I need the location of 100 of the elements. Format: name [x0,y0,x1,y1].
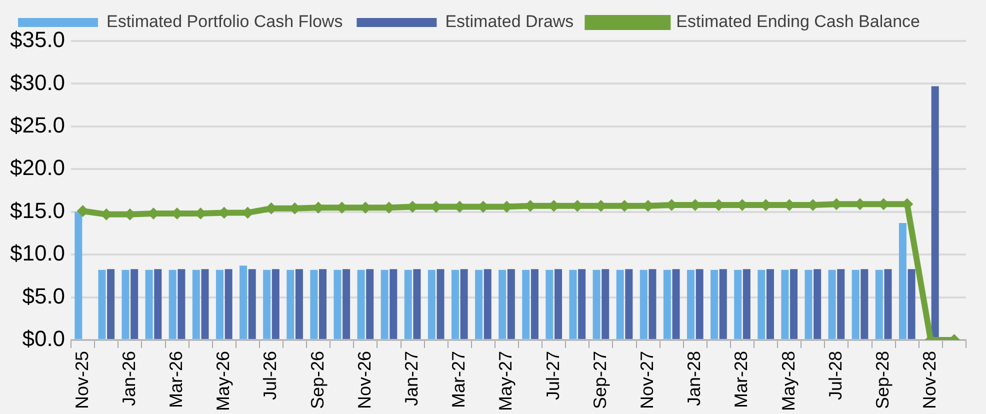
bar [672,269,680,339]
bar [766,269,774,339]
bar [451,270,459,339]
y-tick-label: $10.0 [10,240,66,266]
x-tick-label: Sep-27 [590,350,610,410]
bar [875,270,883,339]
bar [507,269,515,339]
bar [154,269,162,339]
bar [828,270,836,339]
x-tick-label: Mar-27 [448,350,469,408]
bar [130,269,138,339]
bar [319,269,327,339]
bar [898,222,906,339]
bar [742,269,750,339]
bar [522,270,530,339]
y-tick-label: $0.0 [22,326,66,352]
bar [696,269,704,339]
bar [178,269,186,339]
x-tick-label: May-28 [778,350,798,412]
bar [145,270,153,339]
bar [122,270,130,339]
bar [625,269,633,339]
x-tick-label: Mar-28 [731,350,752,408]
bar [390,269,398,339]
x-tick-label: Jul-26 [260,350,280,400]
bar [428,270,436,339]
bar [640,270,648,339]
bar [74,212,82,339]
bar [592,270,600,339]
bar [884,269,892,339]
x-tick-label: Nov-26 [354,350,374,410]
bar [263,270,271,339]
bar [413,269,421,339]
bar [357,270,365,339]
x-tick-label: Jan-28 [684,350,704,406]
bar [201,269,209,339]
bar [168,270,176,339]
bar [98,270,106,339]
x-tick-label: Nov-25 [72,350,92,410]
bar [719,269,727,339]
bar [554,269,562,339]
y-tick-label: $30.0 [10,70,66,95]
bar [648,269,656,339]
bar [216,270,224,339]
bar [814,269,822,339]
bar [578,269,586,339]
bar [908,269,916,339]
legend-label: Estimated Ending Cash Balance [676,12,920,32]
x-tick-label: Jan-27 [402,350,422,406]
x-tick-label: Sep-28 [872,350,893,410]
bar [498,270,506,339]
bar [546,270,554,339]
bar [602,269,610,339]
bar [530,269,538,339]
bar [860,269,868,339]
bar [790,269,798,339]
bar [804,270,812,339]
x-tick-label: Jul-27 [542,350,563,400]
x-tick-label: May-26 [213,350,234,412]
x-tick-label: Nov-28 [920,350,940,410]
bar [436,269,444,339]
x-tick-label: Sep-26 [307,350,328,410]
y-tick-label: $25.0 [10,112,66,138]
bar [240,266,248,339]
legend-label: Estimated Portfolio Cash Flows [106,12,343,32]
bar [484,269,492,339]
x-tick-label: Jul-28 [825,350,846,400]
y-tick-label: $5.0 [22,283,66,308]
bar [310,270,318,339]
bar [460,269,468,339]
bar [107,269,115,339]
x-tick-label: Mar-26 [166,350,186,408]
bar [734,270,742,339]
y-tick-label: $15.0 [10,198,66,223]
bar [224,269,232,339]
bar [404,270,412,339]
bar [366,269,374,339]
bar [663,270,671,339]
bar [781,270,789,339]
bar [248,269,256,339]
x-tick-label: Jan-26 [118,350,139,406]
y-tick-label: $35.0 [10,27,66,52]
legend-label: Estimated Draws [445,12,574,32]
bar [295,269,303,339]
bar [380,270,388,339]
bar [475,270,483,339]
bar [569,270,577,339]
bar [272,269,280,339]
bar [192,270,200,339]
bar [342,269,350,339]
bar [758,270,766,339]
bar [931,86,939,339]
bar [686,270,694,339]
bar [837,269,845,339]
bar [852,270,860,339]
y-tick-label: $20.0 [10,155,66,180]
bar [710,270,718,339]
x-tick-label: Nov-27 [637,350,658,410]
bar [334,270,342,339]
bar [286,270,294,339]
